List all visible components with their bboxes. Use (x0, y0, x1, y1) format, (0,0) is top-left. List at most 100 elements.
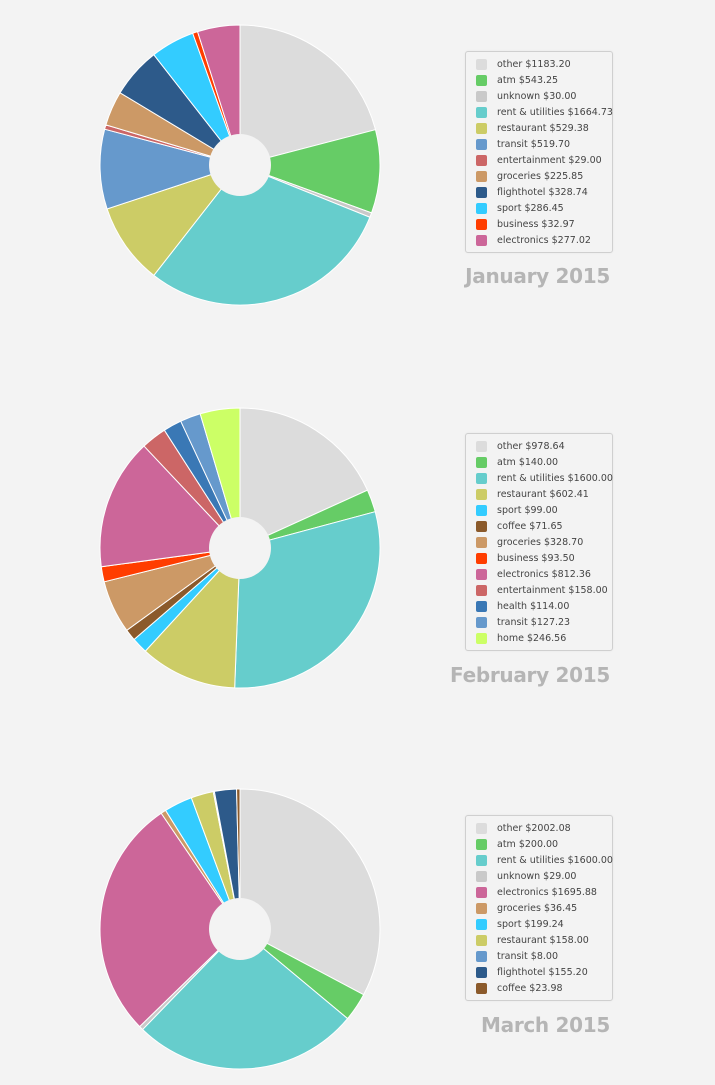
legend-item: other $2002.08 (466, 820, 612, 836)
pie-slice (239, 24, 377, 166)
legend-label: coffee $23.98 (497, 982, 563, 994)
legend-label: unknown $30.00 (497, 90, 577, 102)
legend-label: transit $127.23 (497, 616, 571, 628)
donut-hole (209, 134, 271, 196)
chart-february: other $978.64 atm $140.00 rent & utilities… (0, 0, 715, 689)
legend-swatch (476, 122, 487, 134)
legend-item: atm $140.00 (466, 454, 612, 470)
legend-swatch (476, 822, 487, 834)
legend-label: coffee $71.65 (497, 520, 563, 532)
legend-item: groceries $225.85 (466, 168, 612, 184)
donut-hole (209, 517, 271, 579)
chart-january: other $1183.20 atm $543.25 unknown $30.00 r… (0, 0, 715, 340)
legend-swatch (476, 202, 487, 214)
legend-item: home $246.56 (466, 630, 612, 646)
legend-label: entertainment $158.00 (497, 584, 608, 596)
legend-swatch (476, 90, 487, 102)
legend-label: atm $543.25 (497, 74, 559, 86)
legend: other $978.64 atm $140.00 rent & utilities… (465, 433, 613, 651)
pie-slice (141, 928, 349, 1070)
legend-label: transit $519.70 (497, 138, 571, 150)
legend-swatch (476, 934, 487, 946)
chart-title: January 2015 (465, 264, 610, 288)
legend-item: groceries $328.70 (466, 534, 612, 550)
legend-item: other $1183.20 (466, 56, 612, 72)
legend-swatch (476, 902, 487, 914)
legend-label: electronics $1695.88 (497, 886, 597, 898)
legend-swatch (476, 234, 487, 246)
legend-item: unknown $29.00 (466, 868, 612, 884)
legend-item: flighthotel $328.74 (466, 184, 612, 200)
pie-slice (234, 511, 381, 689)
legend-label: health $114.00 (497, 600, 570, 612)
legend-item: business $93.50 (466, 550, 612, 566)
legend-item: entertainment $29.00 (466, 152, 612, 168)
legend-label: flighthotel $155.20 (497, 966, 588, 978)
legend-label: atm $200.00 (497, 838, 559, 850)
legend-label: home $246.56 (497, 632, 567, 644)
legend-label: rent & utilities $1664.73 (497, 106, 613, 118)
pie-slice (106, 164, 242, 277)
legend-item: coffee $71.65 (466, 518, 612, 534)
legend-swatch (476, 632, 487, 644)
legend-item: health $114.00 (466, 598, 612, 614)
legend-item: rent & utilities $1600.00 (466, 852, 613, 868)
legend-label: restaurant $529.38 (497, 122, 589, 134)
legend-label: sport $199.24 (497, 918, 564, 930)
pie-slice (199, 407, 241, 549)
legend-item: transit $127.23 (466, 614, 612, 630)
legend-label: groceries $328.70 (497, 536, 584, 548)
legend-swatch (476, 552, 487, 564)
legend-swatch (476, 838, 487, 850)
legend-swatch (476, 870, 487, 882)
legend-item: groceries $36.45 (466, 900, 612, 916)
donut-hole (209, 898, 271, 960)
legend-label: electronics $277.02 (497, 234, 591, 246)
legend-label: other $1183.20 (497, 58, 571, 70)
legend-item: business $32.97 (466, 216, 612, 232)
legend-item: other $978.64 (466, 438, 612, 454)
legend-label: sport $99.00 (497, 504, 558, 516)
legend-item: electronics $1695.88 (466, 884, 612, 900)
legend-label: business $32.97 (497, 218, 575, 230)
legend-item: sport $99.00 (466, 502, 612, 518)
legend-label: groceries $36.45 (497, 902, 578, 914)
legend-swatch (476, 170, 487, 182)
legend-swatch (476, 966, 487, 978)
legend-item: entertainment $158.00 (466, 582, 612, 598)
legend-swatch (476, 106, 487, 118)
legend-item: transit $8.00 (466, 948, 612, 964)
legend-item: rent & utilities $1600.00 (466, 470, 613, 486)
legend-swatch (476, 440, 487, 452)
legend-swatch (476, 58, 487, 70)
legend: other $1183.20 atm $543.25 unknown $30.00 r… (465, 51, 613, 253)
legend-swatch (476, 456, 487, 468)
pie-slice (144, 546, 241, 689)
pie-slice (99, 445, 242, 568)
legend-swatch (476, 568, 487, 580)
legend-swatch (476, 854, 487, 866)
legend-label: atm $140.00 (497, 456, 559, 468)
legend-item: restaurant $158.00 (466, 932, 612, 948)
pie-slice (153, 164, 371, 306)
legend-item: restaurant $529.38 (466, 120, 612, 136)
legend: other $2002.08 atm $200.00 rent & utilitie… (465, 815, 613, 1001)
legend-label: entertainment $29.00 (497, 154, 602, 166)
pie-slice (239, 788, 381, 996)
legend-item: transit $519.70 (466, 136, 612, 152)
legend-label: restaurant $158.00 (497, 934, 589, 946)
legend-item: atm $543.25 (466, 72, 612, 88)
legend-swatch (476, 584, 487, 596)
legend-item: rent & utilities $1664.73 (466, 104, 613, 120)
legend-swatch (476, 600, 487, 612)
legend-swatch (476, 138, 487, 150)
chart-title: March 2015 (481, 1013, 610, 1037)
legend-item: flighthotel $155.20 (466, 964, 612, 980)
legend-label: transit $8.00 (497, 950, 559, 962)
pie-slice (196, 24, 241, 166)
legend-label: flighthotel $328.74 (497, 186, 588, 198)
pie-slice (99, 812, 241, 1028)
legend-label: sport $286.45 (497, 202, 564, 214)
legend-label: other $2002.08 (497, 822, 571, 834)
legend-label: restaurant $602.41 (497, 488, 589, 500)
